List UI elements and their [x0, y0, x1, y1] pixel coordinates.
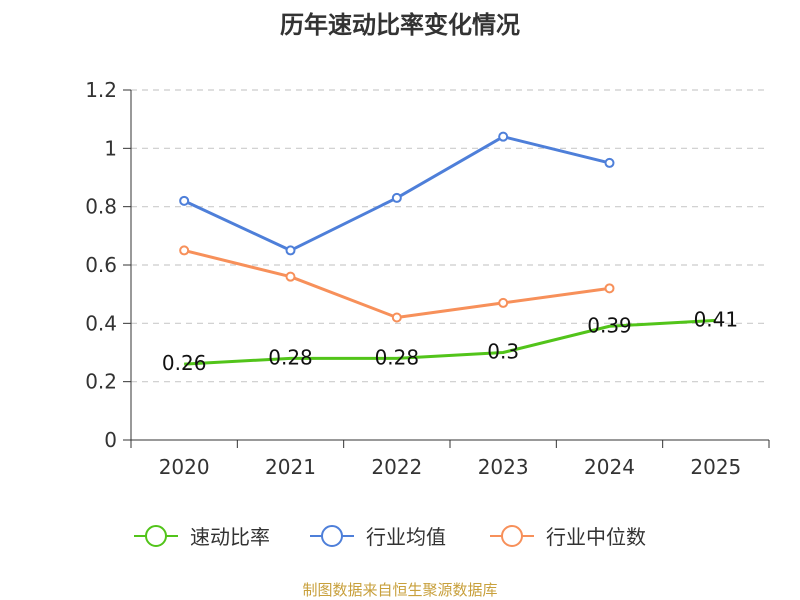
series-point[interactable] — [179, 245, 190, 256]
data-label: 0.39 — [587, 313, 632, 337]
source-note: 制图数据来自恒生聚源数据库 — [302, 581, 497, 599]
legend-item-2[interactable]: 行业中位数 — [490, 525, 646, 549]
legend-swatch-marker — [501, 525, 523, 547]
x-tick-label: 2020 — [159, 455, 210, 479]
data-label: 0.41 — [694, 307, 739, 331]
legend[interactable]: 速动比率 行业均值 行业中位数 — [134, 525, 646, 549]
legend-label: 速动比率 — [190, 525, 270, 549]
x-tick-label: 2021 — [265, 455, 316, 479]
x-tick-label: 2022 — [371, 455, 422, 479]
series-point[interactable] — [391, 192, 402, 203]
legend-swatch-marker — [145, 525, 167, 547]
data-label: 0.26 — [162, 351, 207, 375]
data-label: 0.3 — [487, 340, 519, 364]
x-tick-label: 2024 — [584, 455, 635, 479]
y-tick-label: 0.4 — [85, 311, 117, 335]
series-point[interactable] — [498, 297, 509, 308]
y-tick-label: 0.8 — [85, 195, 117, 219]
series-point[interactable] — [285, 271, 296, 282]
y-tick-label: 1 — [104, 136, 117, 160]
chart-title: 历年速动比率变化情况 — [280, 11, 520, 39]
data-label: 0.28 — [268, 345, 313, 369]
y-tick-label: 0.6 — [85, 253, 117, 277]
series-line-2 — [183, 248, 610, 319]
y-tick-label: 1.2 — [85, 78, 117, 102]
data-label: 0.28 — [375, 345, 420, 369]
x-tick-label: 2025 — [690, 455, 741, 479]
legend-item-0[interactable]: 速动比率 — [134, 525, 270, 549]
series-line-0 — [184, 318, 716, 366]
legend-swatch-marker — [321, 525, 343, 547]
series-point[interactable] — [604, 157, 615, 168]
series-point[interactable] — [391, 312, 402, 323]
axes: 0 0.2 0.4 0.6 0.8 1 1.2 2020 2021 2022 2023 2024 202… — [85, 78, 770, 479]
series-point[interactable] — [285, 245, 296, 256]
data-labels: 0.26 0.28 0.28 0.3 0.39 0.41 — [162, 307, 738, 375]
x-tick-label: 2023 — [478, 455, 529, 479]
series-layer — [179, 131, 716, 366]
y-tick-label: 0.2 — [85, 370, 117, 394]
series-point[interactable] — [604, 283, 615, 294]
series-point[interactable] — [179, 195, 190, 206]
grid-lines — [131, 89, 769, 383]
legend-item-1[interactable]: 行业均值 — [310, 525, 446, 549]
legend-label: 行业均值 — [366, 525, 446, 549]
series-point[interactable] — [498, 131, 509, 142]
legend-label: 行业中位数 — [546, 525, 646, 549]
y-tick-label: 0 — [104, 428, 117, 452]
